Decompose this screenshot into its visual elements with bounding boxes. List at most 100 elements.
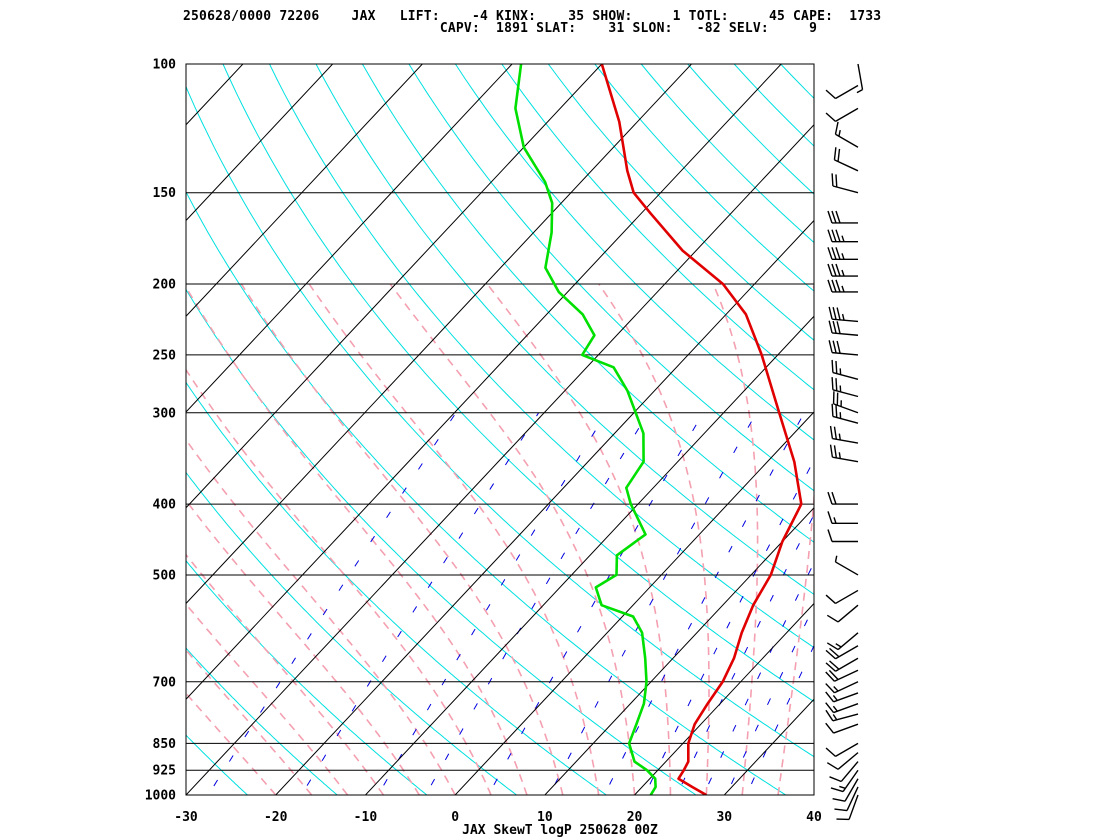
isotherm-line bbox=[186, 64, 603, 509]
header-line-2: CAPV: 1891 SLAT: 31 SLON: -82 SELV: 9 bbox=[183, 21, 818, 36]
y-tick-label: 1000 bbox=[145, 789, 176, 804]
wind-barb bbox=[825, 702, 859, 714]
wind-barb bbox=[825, 669, 859, 682]
mixing-ratio-line bbox=[676, 513, 814, 795]
wind-barb bbox=[827, 210, 858, 224]
wind-barb bbox=[829, 444, 859, 463]
isotherm-line bbox=[454, 411, 814, 795]
wind-barb bbox=[825, 645, 859, 660]
temperature-line bbox=[600, 64, 803, 795]
dry-adiabat-line bbox=[408, 64, 814, 492]
wind-barb bbox=[827, 263, 858, 277]
dry-adiabat-line bbox=[186, 190, 787, 795]
moist-adiabat-line bbox=[186, 648, 313, 795]
moist-adiabat-line bbox=[186, 499, 420, 795]
wind-barb bbox=[856, 63, 864, 94]
isotherm-line bbox=[186, 64, 782, 700]
moist-adiabat-line bbox=[712, 283, 759, 795]
wind-barb bbox=[834, 555, 859, 576]
dry-adiabat-line bbox=[268, 64, 814, 649]
dry-adiabat-line bbox=[0, 48, 174, 811]
wind-barb bbox=[825, 589, 859, 605]
wind-barb bbox=[825, 691, 859, 703]
wind-barb bbox=[827, 229, 858, 243]
moist-adiabat-line bbox=[308, 283, 600, 795]
dry-adiabat-line bbox=[640, 64, 814, 244]
wind-barb bbox=[831, 173, 859, 194]
x-tick-label: -10 bbox=[354, 810, 378, 825]
y-tick-label: 100 bbox=[153, 58, 177, 73]
dry-adiabat-line bbox=[186, 647, 338, 795]
mixing-ratio-line bbox=[603, 412, 805, 795]
dry-adiabat-line bbox=[361, 64, 814, 543]
dry-adiabat-line bbox=[186, 471, 518, 795]
header-line-1: 250628/0000 72206 JAX LIFT: -4 KINX: 35 … bbox=[183, 9, 882, 24]
wind-barb bbox=[829, 761, 859, 783]
isotherm-line bbox=[275, 219, 814, 795]
wind-barb bbox=[827, 491, 858, 505]
x-tick-label: 20 bbox=[627, 810, 643, 825]
wind-barb bbox=[828, 306, 859, 323]
wind-barb bbox=[829, 425, 859, 444]
mixing-ratio-line bbox=[300, 412, 540, 795]
wind-barb bbox=[828, 320, 859, 336]
wind-barb bbox=[833, 147, 859, 172]
wind-barb bbox=[831, 359, 859, 381]
y-tick-label: 300 bbox=[153, 406, 177, 421]
dry-adiabat-line bbox=[779, 64, 814, 99]
wind-barb bbox=[832, 391, 859, 414]
wind-barb bbox=[826, 604, 859, 623]
isotherm-line bbox=[186, 64, 334, 222]
x-tick-label: 40 bbox=[806, 810, 822, 825]
y-tick-labels: 100 150 200 250 300 400 500 700 850 925 1000 bbox=[145, 58, 176, 804]
dry-adiabat-line bbox=[315, 64, 814, 596]
dry-adiabat-line bbox=[186, 381, 608, 795]
wind-barb bbox=[828, 340, 859, 356]
dry-adiabats bbox=[0, 48, 1120, 811]
wind-barb bbox=[825, 709, 859, 722]
isotherm-line bbox=[186, 124, 814, 795]
wind-barb bbox=[825, 681, 859, 694]
isotherm-line bbox=[544, 507, 814, 795]
dry-adiabat-line bbox=[687, 64, 814, 195]
moist-adiabat-line bbox=[186, 438, 456, 795]
x-tick-label: 10 bbox=[537, 810, 553, 825]
wind-barb bbox=[825, 657, 859, 672]
isotherm-line bbox=[0, 48, 168, 811]
wind-barb bbox=[825, 722, 859, 734]
isotherm-line bbox=[723, 698, 814, 795]
wind-barb bbox=[830, 769, 859, 793]
dry-adiabat-line bbox=[949, 48, 1120, 811]
dry-adiabat-line bbox=[186, 734, 249, 795]
dry-adiabat-line bbox=[222, 64, 814, 703]
y-tick-label: 925 bbox=[153, 764, 176, 779]
dry-adiabat-line bbox=[0, 48, 83, 811]
dry-adiabat-line bbox=[501, 64, 814, 391]
wind-barb bbox=[825, 84, 859, 100]
isotherms bbox=[0, 48, 814, 811]
wind-barb bbox=[836, 794, 859, 821]
temperature-profile bbox=[600, 64, 803, 795]
y-tick-label: 250 bbox=[153, 348, 177, 363]
moist-adiabat-line bbox=[486, 283, 672, 795]
x-tick-label: -20 bbox=[264, 810, 288, 825]
dry-adiabat-line bbox=[186, 85, 814, 758]
mixing-ratio-line bbox=[703, 561, 814, 795]
dry-adiabat-line bbox=[857, 48, 1120, 811]
wind-barb bbox=[831, 377, 859, 398]
isotherm-line bbox=[186, 64, 693, 605]
wind-barb bbox=[834, 786, 859, 812]
wind-barb bbox=[832, 778, 859, 802]
moist-adiabat-line bbox=[186, 553, 385, 795]
wind-barb bbox=[827, 511, 858, 525]
moist-adiabat-line bbox=[186, 285, 528, 795]
moist-adiabat-line bbox=[186, 602, 349, 795]
plot-frame bbox=[185, 63, 815, 796]
wind-barb bbox=[834, 121, 859, 148]
moist-adiabat-line bbox=[186, 692, 277, 795]
chart-title: JAX SkewT logP 250628 00Z bbox=[462, 823, 658, 838]
y-tick-label: 150 bbox=[153, 186, 177, 201]
moist-adiabat-line bbox=[240, 283, 564, 795]
isotherm-line bbox=[364, 315, 814, 795]
dry-adiabat-line bbox=[811, 48, 1120, 811]
